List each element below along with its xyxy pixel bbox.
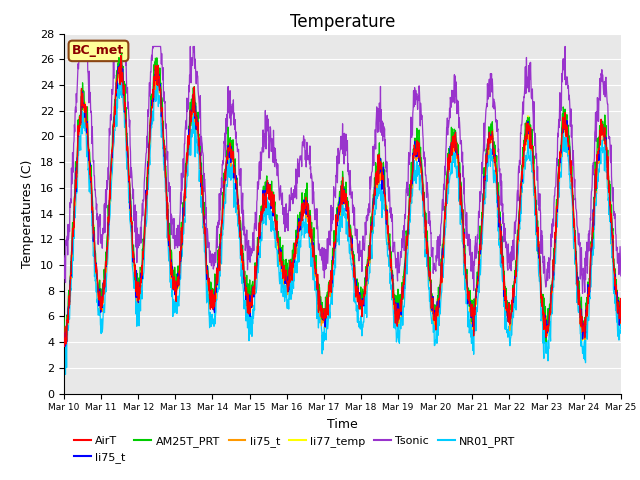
- Y-axis label: Temperatures (C): Temperatures (C): [22, 159, 35, 268]
- Text: BC_met: BC_met: [72, 44, 125, 58]
- Title: Temperature: Temperature: [290, 12, 395, 31]
- Legend: AirT, li75_t, AM25T_PRT, li75_t, li77_temp, Tsonic, NR01_PRT: AirT, li75_t, AM25T_PRT, li75_t, li77_te…: [70, 432, 520, 467]
- X-axis label: Time: Time: [327, 418, 358, 431]
